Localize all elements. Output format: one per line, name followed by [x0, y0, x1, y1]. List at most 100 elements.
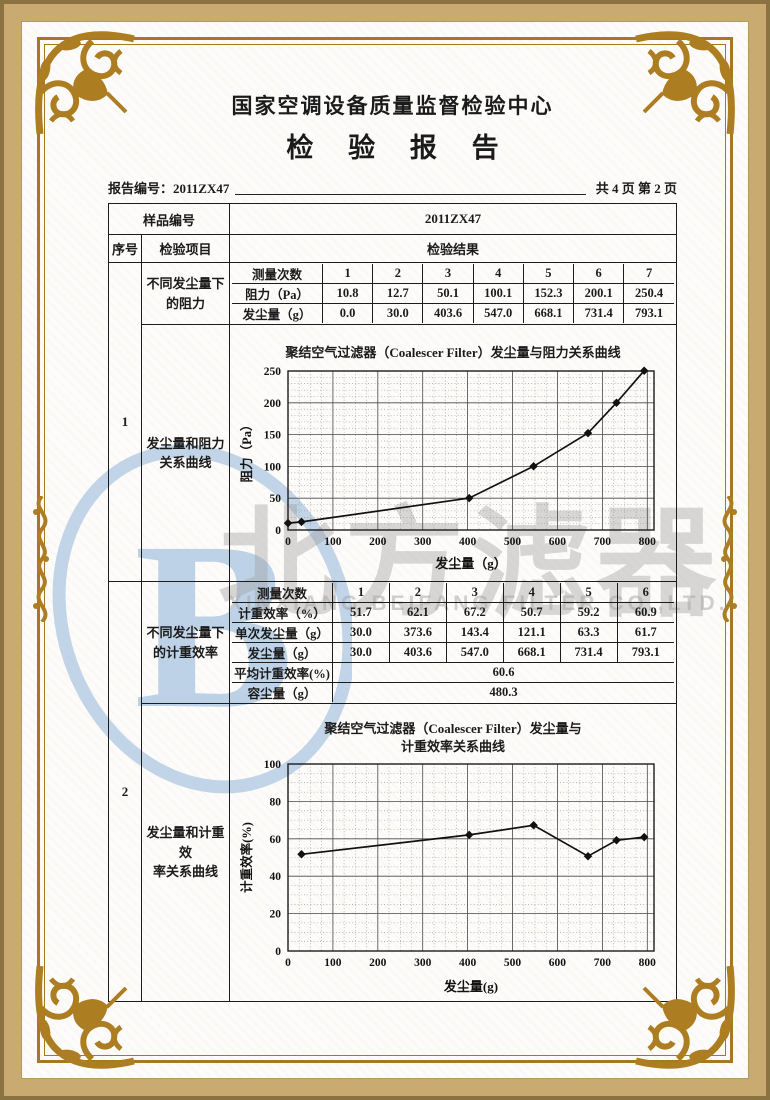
cell-value: 50.7 — [502, 602, 561, 623]
sample-label: 样品编号 — [107, 203, 231, 235]
item-efficiency-curve: 发尘量和计重效 率关系曲线 — [140, 703, 231, 1002]
page-info: 共 4 页 第 2 页 — [595, 181, 677, 196]
cell-value: 0.0 — [322, 303, 374, 323]
row-label: 发尘量（g） — [232, 303, 324, 323]
cell-value: 1 — [322, 264, 374, 284]
data-row: 测量次数 1 2 3 4 5 6 — [232, 583, 674, 603]
underline-rule — [235, 194, 586, 195]
cell-value: 60.9 — [616, 602, 674, 623]
svg-text:100: 100 — [264, 461, 282, 473]
svg-text:80: 80 — [270, 796, 282, 808]
svg-text:150: 150 — [264, 429, 282, 441]
cell-value: 793.1 — [623, 303, 674, 323]
cell-value: 4 — [472, 264, 524, 284]
row-label: 测量次数 — [232, 264, 324, 284]
cell-value: 793.1 — [616, 642, 674, 663]
row-label: 单次发尘量（g） — [232, 622, 334, 643]
svg-text:20: 20 — [270, 909, 282, 921]
row-label: 阻力（Pa） — [232, 283, 324, 304]
cell-value: 30.0 — [332, 622, 390, 643]
svg-text:700: 700 — [594, 536, 612, 548]
cell-value: 547.0 — [472, 303, 524, 323]
svg-text:400: 400 — [459, 536, 477, 548]
table-row: 发尘量和计重效 率关系曲线 聚结空气过滤器（Coalescer Filter）发… — [109, 703, 677, 1002]
svg-text:200: 200 — [264, 398, 282, 410]
svg-text:计重效率(%): 计重效率(%) — [239, 822, 254, 893]
cell-value: 668.1 — [502, 642, 561, 663]
cell-value: 3 — [422, 264, 474, 284]
row-label: 平均计重效率(%) — [232, 662, 334, 683]
row-label: 发尘量（g） — [232, 642, 334, 663]
cell-value: 250.4 — [623, 283, 674, 304]
corner-flourish-icon — [35, 965, 135, 1069]
cell-value: 60.6 — [332, 662, 674, 683]
cell-value: 200.1 — [573, 283, 625, 304]
resistance-chart: 0 100 200 300 400 500 600 700 800 0 50 100 150 200 250… — [232, 364, 674, 576]
cell-value: 5 — [522, 264, 575, 284]
svg-text:500: 500 — [504, 536, 522, 548]
cell-value: 30.0 — [372, 303, 424, 323]
chart-title: 聚结空气过滤器（Coalescer Filter）发尘量与 计重效率关系曲线 — [324, 720, 582, 754]
data-row: 阻力（Pa） 10.8 12.7 50.1 100.1 152.3 200.1 250.4 — [232, 283, 674, 304]
cell-value: 100.1 — [472, 283, 524, 304]
cell-value: 67.2 — [445, 602, 504, 623]
cell-value: 50.1 — [422, 283, 474, 304]
cell-value: 731.4 — [573, 303, 625, 323]
cell-value: 373.6 — [388, 622, 447, 643]
svg-text:300: 300 — [414, 957, 432, 969]
sample-value: 2011ZX47 — [229, 203, 677, 235]
sample-row: 样品编号 2011ZX47 — [107, 203, 677, 235]
data-row: 测量次数 1 2 3 4 5 6 7 — [232, 264, 674, 284]
report-no-value: 2011ZX47 — [173, 181, 230, 196]
cell-value: 2 — [372, 264, 424, 284]
edge-scroll-icon — [721, 496, 737, 622]
cell-value: 59.2 — [559, 602, 618, 623]
data-row: 容尘量（g） 480.3 — [232, 682, 674, 702]
cell-value: 51.7 — [332, 602, 390, 623]
svg-text:400: 400 — [459, 957, 477, 969]
col-header-item: 检验项目 — [140, 234, 231, 263]
item-resistance: 不同发尘量下 的阻力 — [140, 262, 231, 325]
svg-text:0: 0 — [275, 525, 281, 537]
cell-value: 480.3 — [332, 682, 674, 702]
org-title: 国家空调设备质量监督检验中心 — [231, 94, 554, 118]
corner-flourish-icon — [35, 31, 135, 135]
svg-text:0: 0 — [275, 946, 281, 958]
efficiency-chart-block: 聚结空气过滤器（Coalescer Filter）发尘量与 计重效率关系曲线 0… — [232, 706, 674, 999]
svg-text:60: 60 — [270, 834, 282, 846]
cell-value: 10.8 — [322, 283, 374, 304]
chart-title: 聚结空气过滤器（Coalescer Filter）发尘量与阻力关系曲线 — [285, 345, 621, 361]
svg-text:600: 600 — [549, 536, 567, 548]
row-label: 容尘量（g） — [232, 682, 334, 702]
row-label: 测量次数 — [232, 583, 334, 603]
cell-value: 6 — [616, 583, 674, 603]
svg-text:600: 600 — [549, 957, 567, 969]
report-no-label: 报告编号： — [108, 181, 174, 196]
svg-text:阻力（Pa）: 阻力（Pa） — [239, 418, 254, 482]
svg-text:800: 800 — [639, 536, 657, 548]
header-row: 序号 检验项目 检验结果 — [108, 234, 677, 263]
cell-value: 403.6 — [422, 303, 474, 323]
gold-frame-outer — [37, 37, 733, 1063]
cell-value: 5 — [559, 583, 618, 603]
svg-text:250: 250 — [264, 366, 282, 378]
data-row: 发尘量（g） 30.0 403.6 547.0 668.1 731.4 793.1 — [232, 642, 674, 663]
svg-text:100: 100 — [324, 536, 342, 548]
cell-value: 152.3 — [522, 283, 575, 304]
svg-text:0: 0 — [285, 957, 291, 969]
table-row: 1 不同发尘量下 的阻力 测量次数 1 2 3 4 5 6 7 阻力（Pa） 10.8 12.7 50… — [108, 262, 677, 582]
cell-value: 61.7 — [616, 622, 674, 643]
item-efficiency: 不同发尘量下 的计重效率 — [140, 581, 231, 704]
data-row: 计重效率（%） 51.7 62.1 67.2 50.7 59.2 60.9 — [232, 602, 674, 623]
table-row: 发尘量和阻力 关系曲线 聚结空气过滤器（Coalescer Filter）发尘量… — [109, 324, 677, 582]
svg-text:500: 500 — [504, 957, 522, 969]
svg-text:200: 200 — [369, 957, 387, 969]
resistance-data-table: 测量次数 1 2 3 4 5 6 7 阻力（Pa） 10.8 12.7 50.1 100.1 152.3 2… — [232, 264, 674, 323]
report-content: 国家空调设备质量监督检验中心 检 验 报 告 报告编号： 2011ZX47 共 4… — [107, 90, 677, 1002]
report-meta-line: 报告编号： 2011ZX47 共 4 页 第 2 页 — [108, 177, 677, 197]
corner-flourish-icon — [635, 31, 735, 135]
edge-scroll-icon — [33, 496, 49, 622]
svg-text:700: 700 — [594, 957, 612, 969]
svg-text:800: 800 — [639, 957, 657, 969]
